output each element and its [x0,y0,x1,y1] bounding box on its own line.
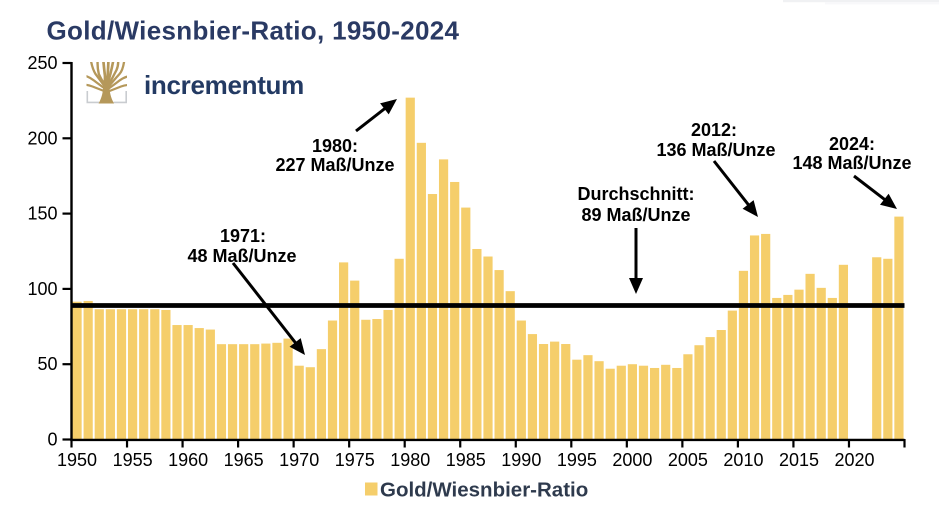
svg-text:2020: 2020 [834,450,874,470]
svg-text:1975: 1975 [335,450,375,470]
svg-text:1980: 1980 [390,450,430,470]
svg-text:1950: 1950 [57,450,97,470]
svg-text:2012:: 2012: [691,120,737,140]
svg-text:2010: 2010 [723,450,763,470]
svg-text:50: 50 [37,354,57,374]
svg-text:150: 150 [27,204,57,224]
svg-text:2000: 2000 [612,450,652,470]
svg-text:Gold/Wiesnbier-Ratio, 1950-202: Gold/Wiesnbier-Ratio, 1950-2024 [47,16,460,46]
svg-text:Durchschnitt:: Durchschnitt: [578,184,695,204]
svg-text:1970: 1970 [279,450,319,470]
svg-text:48 Maß/Unze: 48 Maß/Unze [187,246,296,266]
svg-text:100: 100 [27,279,57,299]
svg-text:1971:: 1971: [220,226,266,246]
svg-text:227 Maß/Unze: 227 Maß/Unze [275,155,394,175]
svg-text:Gold/Wiesnbier-Ratio: Gold/Wiesnbier-Ratio [380,479,588,502]
svg-text:1980:: 1980: [312,136,358,156]
svg-text:1965: 1965 [224,450,264,470]
svg-text:148 Maß/Unze: 148 Maß/Unze [792,153,911,173]
svg-text:136 Maß/Unze: 136 Maß/Unze [656,140,775,160]
svg-text:1995: 1995 [557,450,597,470]
svg-text:2024:: 2024: [829,134,875,154]
svg-text:89 Maß/Unze: 89 Maß/Unze [581,205,690,225]
svg-text:1990: 1990 [501,450,541,470]
svg-text:incrementum: incrementum [144,70,304,100]
svg-text:0: 0 [47,430,57,450]
svg-text:200: 200 [27,128,57,148]
svg-text:2005: 2005 [668,450,708,470]
svg-text:1960: 1960 [168,450,208,470]
svg-text:250: 250 [27,53,57,73]
svg-text:2015: 2015 [779,450,819,470]
svg-text:1955: 1955 [113,450,153,470]
svg-text:1985: 1985 [446,450,486,470]
